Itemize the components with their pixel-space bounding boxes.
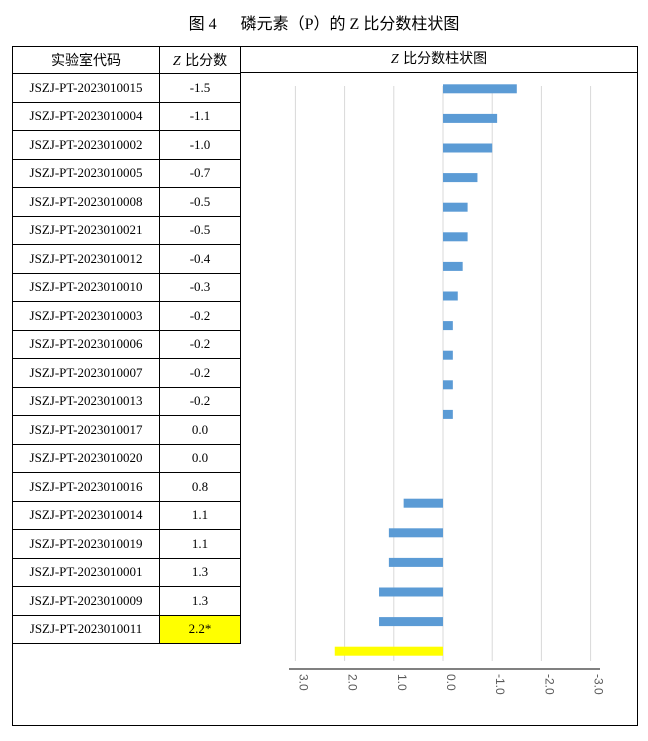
table-row: JSZJ-PT-2023010021 -0.5 xyxy=(12,215,241,245)
z-score-cell: 1.1 xyxy=(159,500,241,530)
lab-code-cell: JSZJ-PT-2023010017 xyxy=(12,415,160,445)
table-row: JSZJ-PT-2023010002 -1.0 xyxy=(12,130,241,160)
bar xyxy=(443,350,453,360)
chart-header-text: 比分数柱状图 xyxy=(398,51,488,67)
x-tick-label: 3.0 xyxy=(296,674,310,691)
bar xyxy=(388,557,443,567)
lab-code-cell: JSZJ-PT-2023010016 xyxy=(12,472,160,502)
lab-code-cell: JSZJ-PT-2023010001 xyxy=(12,557,160,587)
table-row: JSZJ-PT-2023010010 -0.3 xyxy=(12,272,241,302)
z-score-cell: -0.2 xyxy=(159,301,241,331)
bar xyxy=(334,646,443,656)
lab-code-cell: JSZJ-PT-2023010003 xyxy=(12,301,160,331)
table-row: JSZJ-PT-2023010015 -1.5 xyxy=(12,73,241,103)
x-tick-label: 0.0 xyxy=(444,674,458,691)
bar xyxy=(443,173,478,183)
x-tick-label: -1.0 xyxy=(493,674,507,695)
bar xyxy=(443,232,468,242)
bar xyxy=(443,84,517,94)
z-score-cell: 1.3 xyxy=(159,557,241,587)
chart-header: Z 比分数柱状图 xyxy=(240,46,638,73)
bar xyxy=(379,587,443,597)
bar xyxy=(388,528,443,538)
bar xyxy=(443,291,458,301)
header-lab-code: 实验室代码 xyxy=(12,46,160,74)
lab-code-cell: JSZJ-PT-2023010020 xyxy=(12,443,160,473)
z-score-cell: 0.8 xyxy=(159,472,241,502)
table-row: JSZJ-PT-2023010011 2.2* xyxy=(12,614,241,644)
table-row: JSZJ-PT-2023010014 1.1 xyxy=(12,500,241,530)
table-row: JSZJ-PT-2023010005 -0.7 xyxy=(12,158,241,188)
x-tick-label: -3.0 xyxy=(592,674,606,695)
table-row: JSZJ-PT-2023010013 -0.2 xyxy=(12,386,241,416)
bar xyxy=(403,498,443,508)
lab-code-cell: JSZJ-PT-2023010007 xyxy=(12,358,160,388)
table-row: JSZJ-PT-2023010016 0.8 xyxy=(12,472,241,502)
table-row: JSZJ-PT-2023010012 -0.4 xyxy=(12,244,241,274)
figure-title: 磷元素（P）的 Z 比分数柱状图 xyxy=(240,16,460,33)
bar xyxy=(443,143,493,153)
header-z-var: Z xyxy=(172,54,181,69)
x-tick-label: 2.0 xyxy=(346,674,360,691)
table-header-row: 实验室代码 Z 比分数 xyxy=(12,46,241,74)
lab-code-cell: JSZJ-PT-2023010004 xyxy=(12,101,160,131)
figure-caption: 图 4 磷元素（P）的 Z 比分数柱状图 xyxy=(0,12,648,38)
lab-code-cell: JSZJ-PT-2023010013 xyxy=(12,386,160,416)
z-score-cell: -1.0 xyxy=(159,130,241,160)
table-row: JSZJ-PT-2023010019 1.1 xyxy=(12,529,241,559)
z-score-cell: -1.1 xyxy=(159,101,241,131)
bar xyxy=(443,202,468,212)
bar xyxy=(379,617,443,627)
lab-code-cell: JSZJ-PT-2023010019 xyxy=(12,529,160,559)
header-z-text: 比分数 xyxy=(180,53,228,69)
lab-table: 实验室代码 Z 比分数 JSZJ-PT-2023010015 -1.5 JSZJ-P… xyxy=(12,46,241,644)
lab-code-cell: JSZJ-PT-2023010002 xyxy=(12,130,160,160)
bar xyxy=(443,409,453,419)
x-tick-label: 1.0 xyxy=(395,674,409,691)
table-row: JSZJ-PT-2023010007 -0.2 xyxy=(12,358,241,388)
z-score-cell: -0.7 xyxy=(159,158,241,188)
x-tick-label: -2.0 xyxy=(542,674,556,695)
bar xyxy=(443,261,463,271)
z-score-cell: 2.2* xyxy=(159,614,241,644)
lab-code-cell: JSZJ-PT-2023010009 xyxy=(12,586,160,616)
bar xyxy=(443,321,453,331)
bar xyxy=(443,113,498,123)
table-row: JSZJ-PT-2023010004 -1.1 xyxy=(12,101,241,131)
table-row: JSZJ-PT-2023010017 0.0 xyxy=(12,415,241,445)
chart-header-var: Z xyxy=(390,52,399,67)
z-score-cell: -0.5 xyxy=(159,187,241,217)
lab-code-cell: JSZJ-PT-2023010021 xyxy=(12,215,160,245)
figure-number: 图 4 xyxy=(188,16,217,33)
z-score-cell: -0.5 xyxy=(159,215,241,245)
header-z-score: Z 比分数 xyxy=(159,46,241,74)
lab-code-cell: JSZJ-PT-2023010006 xyxy=(12,329,160,359)
lab-code-cell: JSZJ-PT-2023010014 xyxy=(12,500,160,530)
table-row: JSZJ-PT-2023010003 -0.2 xyxy=(12,301,241,331)
z-score-cell: -0.3 xyxy=(159,272,241,302)
bar xyxy=(443,380,453,390)
table-row: JSZJ-PT-2023010001 1.3 xyxy=(12,557,241,587)
z-score-cell: -0.2 xyxy=(159,329,241,359)
table-row: JSZJ-PT-2023010006 -0.2 xyxy=(12,329,241,359)
